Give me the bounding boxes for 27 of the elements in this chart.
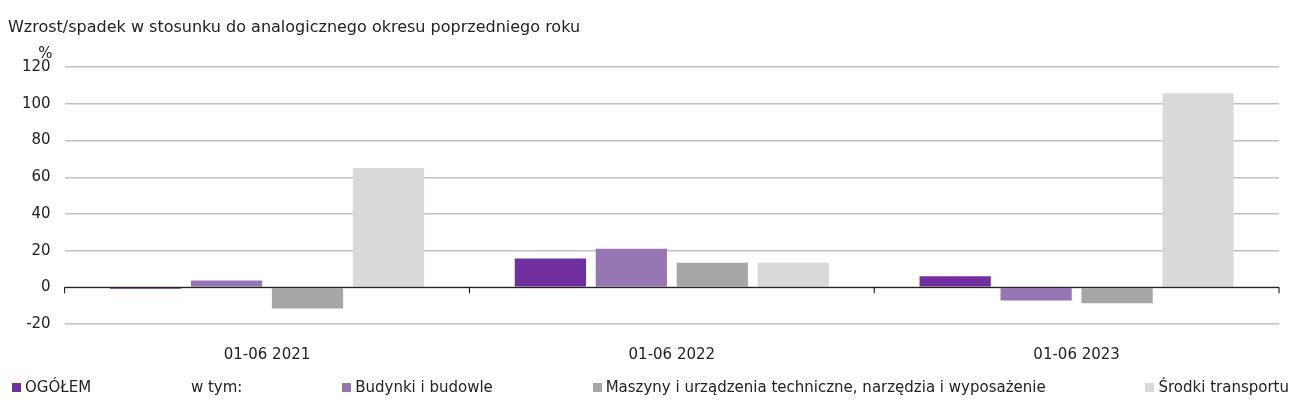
bar [1162, 93, 1234, 287]
bar [352, 168, 425, 287]
y-tick-label: 100 [21, 93, 51, 112]
legend-label: Środki transportu [1157, 378, 1289, 396]
y-tick-label: 80 [31, 130, 51, 149]
text: w tym: [190, 378, 243, 396]
bar [1081, 288, 1153, 304]
legend-label: Budynki i budowle [354, 378, 493, 396]
bar [271, 288, 344, 309]
bar [757, 262, 829, 287]
bar [1000, 288, 1072, 301]
chart-title: Wzrost/spadek w stosunku do analogicznego okresu poprzedniego roku [8, 16, 581, 36]
legend-label: OGÓŁEM [24, 378, 92, 396]
y-tick-label: 20 [31, 240, 51, 259]
y-tick-label: 60 [31, 167, 51, 186]
y-tick-label: 0 [41, 277, 51, 296]
bar [919, 276, 991, 287]
legend-label: Maszyny i urządzenia techniczne, narzędzia i wyposażenie [604, 378, 1046, 396]
x-tick-label: 01-06 2022 [628, 344, 716, 363]
x-tick-label: 01-06 2023 [1033, 344, 1120, 363]
y-tick-label: 40 [31, 203, 51, 222]
bar [676, 262, 748, 287]
y-tick-label: -20 [26, 313, 51, 332]
x-tick-label: 01-06 2021 [223, 344, 311, 363]
bar [190, 280, 263, 287]
bar [514, 258, 586, 287]
bar [595, 248, 667, 287]
